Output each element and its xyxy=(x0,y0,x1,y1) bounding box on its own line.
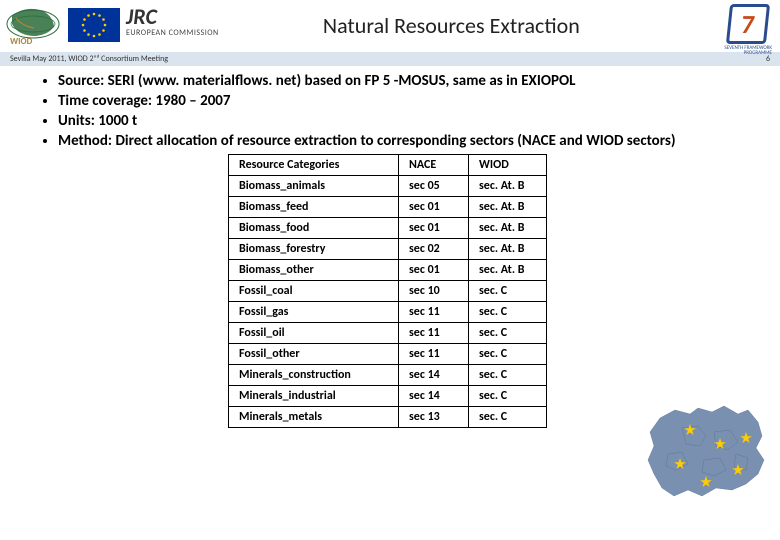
table-cell: sec 01 xyxy=(399,218,469,239)
table-row: Biomass_othersec 01sec. At. B xyxy=(229,260,547,281)
subheader-bar: Sevilla May 2011, WIOD 2ⁿᵈ Consortium Me… xyxy=(0,52,780,66)
table-cell: sec 01 xyxy=(399,197,469,218)
svg-text:WIOD: WIOD xyxy=(10,36,33,46)
table-cell: sec 14 xyxy=(399,365,469,386)
fp7-subtitle: SEVENTH FRAMEWORK PROGRAMME xyxy=(724,46,772,56)
table-row: Biomass_forestrysec 02sec. At. B xyxy=(229,239,547,260)
table-cell: sec 02 xyxy=(399,239,469,260)
table-row: Biomass_animalssec 05sec. At. B xyxy=(229,176,547,197)
table-cell: sec. C xyxy=(469,386,547,407)
fp7-seven: 7 xyxy=(726,4,770,44)
table-cell: Biomass_other xyxy=(229,260,399,281)
table-row: Biomass_feedsec 01sec. At. B xyxy=(229,197,547,218)
table-cell: sec 11 xyxy=(399,323,469,344)
col-header: Resource Categories xyxy=(229,155,399,176)
table-cell: Biomass_feed xyxy=(229,197,399,218)
jrc-title: JRC xyxy=(126,6,219,28)
table-row: Biomass_foodsec 01sec. At. B xyxy=(229,218,547,239)
page-title: Natural Resources Extraction xyxy=(219,4,724,39)
wiod-logo: WIOD xyxy=(4,4,62,46)
table-cell: sec 05 xyxy=(399,176,469,197)
table-cell: Biomass_animals xyxy=(229,176,399,197)
header: WIOD JRC EUROPEAN COMMISSION Natural Res… xyxy=(0,0,780,52)
table-row: Fossil_oilsec 11sec. C xyxy=(229,323,547,344)
table-cell: sec. C xyxy=(469,281,547,302)
bullet-item: Method: Direct allocation of resource ex… xyxy=(58,132,742,150)
bullet-list: Source: SERI (www. materialflows. net) b… xyxy=(38,72,742,150)
table-cell: sec 01 xyxy=(399,260,469,281)
table-cell: Minerals_construction xyxy=(229,365,399,386)
table-row: Fossil_gassec 11sec. C xyxy=(229,302,547,323)
table-cell: sec. At. B xyxy=(469,239,547,260)
table-header-row: Resource Categories NACE WIOD xyxy=(229,155,547,176)
table-cell: sec 11 xyxy=(399,302,469,323)
table-cell: sec. At. B xyxy=(469,197,547,218)
table-cell: sec. At. B xyxy=(469,218,547,239)
table-cell: Fossil_other xyxy=(229,344,399,365)
col-header: WIOD xyxy=(469,155,547,176)
table-cell: sec. C xyxy=(469,323,547,344)
table-cell: sec. C xyxy=(469,365,547,386)
content-area: Source: SERI (www. materialflows. net) b… xyxy=(0,66,780,428)
fp7-logo: 7 SEVENTH FRAMEWORK PROGRAMME xyxy=(724,4,772,56)
table-cell: sec 14 xyxy=(399,386,469,407)
table-wrap: Resource Categories NACE WIOD Biomass_an… xyxy=(228,154,742,428)
jrc-subtitle: EUROPEAN COMMISSION xyxy=(126,28,219,38)
table-cell: sec. C xyxy=(469,302,547,323)
col-header: NACE xyxy=(399,155,469,176)
table-cell: Minerals_industrial xyxy=(229,386,399,407)
bullet-item: Units: 1000 t xyxy=(58,112,742,130)
table-row: Minerals_constructionsec 14sec. C xyxy=(229,365,547,386)
table-cell: Fossil_coal xyxy=(229,281,399,302)
table-cell: Minerals_metals xyxy=(229,407,399,428)
table-cell: Biomass_forestry xyxy=(229,239,399,260)
bullet-item: Source: SERI (www. materialflows. net) b… xyxy=(58,72,742,90)
table-row: Minerals_metalssec 13sec. C xyxy=(229,407,547,428)
table-row: Fossil_coalsec 10sec. C xyxy=(229,281,547,302)
subheader-left: Sevilla May 2011, WIOD 2ⁿᵈ Consortium Me… xyxy=(10,54,168,64)
table-row: Fossil_othersec 11sec. C xyxy=(229,344,547,365)
table-cell: Fossil_gas xyxy=(229,302,399,323)
table-cell: sec 11 xyxy=(399,344,469,365)
table-cell: sec. C xyxy=(469,407,547,428)
table-cell: sec. C xyxy=(469,344,547,365)
table-cell: Fossil_oil xyxy=(229,323,399,344)
table-cell: sec. At. B xyxy=(469,260,547,281)
table-row: Minerals_industrialsec 14sec. C xyxy=(229,386,547,407)
eu-flag-icon xyxy=(68,8,120,42)
table-cell: sec 13 xyxy=(399,407,469,428)
europe-map-icon xyxy=(620,388,780,518)
resource-table: Resource Categories NACE WIOD Biomass_an… xyxy=(228,154,547,428)
table-cell: Biomass_food xyxy=(229,218,399,239)
table-cell: sec 10 xyxy=(399,281,469,302)
table-cell: sec. At. B xyxy=(469,176,547,197)
jrc-block: JRC EUROPEAN COMMISSION xyxy=(126,6,219,38)
bullet-item: Time coverage: 1980 – 2007 xyxy=(58,92,742,110)
